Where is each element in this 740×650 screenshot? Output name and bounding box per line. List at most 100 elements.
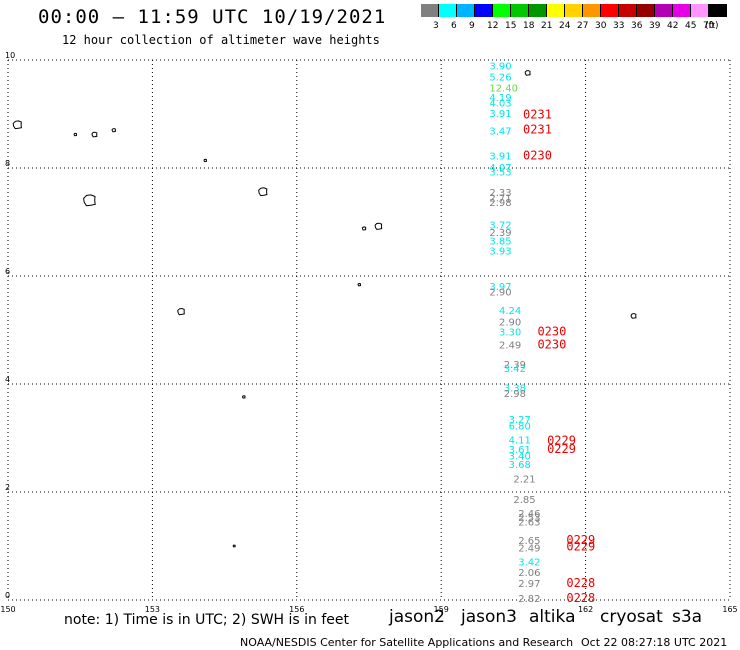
y-tick-label: 10 [5, 51, 15, 60]
wave-height-reading: 2.33 [489, 188, 511, 199]
scale-label: 3 [433, 21, 439, 31]
scale-swatch [547, 4, 565, 17]
generation-timestamp: Oct 22 08:27:18 UTC 2021 [581, 636, 728, 649]
scale-swatch [565, 4, 583, 17]
wave-height-reading: 2.90 [499, 318, 521, 329]
island-outline [241, 395, 246, 399]
scale-swatch [673, 4, 691, 17]
wave-height-reading: 3.38 [504, 384, 526, 395]
wave-height-reading: 3.93 [489, 246, 511, 257]
y-tick-label: 8 [5, 159, 10, 168]
scale-label: 30 [595, 21, 607, 31]
island-outline [111, 128, 116, 133]
wave-height-reading: 2.21 [513, 474, 535, 485]
scale-swatch [475, 4, 493, 17]
wave-height-reading: 3.97 [489, 282, 511, 293]
scale-swatch [637, 4, 655, 17]
y-tick-label: 4 [5, 375, 10, 384]
island-outline [12, 120, 22, 130]
scale-swatch [457, 4, 475, 17]
wave-height-reading: 4.03 [489, 98, 511, 109]
x-tick-label: 156 [289, 605, 304, 614]
wave-height-reading: 3.72 [489, 220, 511, 231]
y-tick-label: 6 [5, 267, 10, 276]
wave-height-reading: 3.91 [489, 151, 511, 162]
wave-height-reading: 2.63 [518, 517, 540, 528]
wave-height-reading: 2.06 [518, 568, 540, 579]
wave-height-reading: 2.39 [489, 228, 511, 239]
wave-height-reading: 3.27 [509, 415, 531, 426]
wave-height-reading: 2.39 [504, 360, 526, 371]
pass-time-label: 0230 [523, 148, 552, 162]
wave-height-reading: 3.91 [489, 109, 511, 120]
scale-label: 70 [703, 21, 715, 31]
wave-height-reading: 4.11 [509, 435, 531, 446]
island-outline [524, 70, 531, 76]
island-outline [177, 307, 185, 316]
scale-label: 12 [487, 21, 499, 31]
wave-height-reading: 4.19 [489, 93, 511, 104]
wave-height-reading: 3.90 [489, 62, 511, 73]
island-outline [258, 187, 268, 197]
wave-height-reading: 3.42 [518, 557, 540, 568]
pass-time-label: 0230 [537, 324, 566, 338]
wave-height-reading: 2.49 [518, 543, 540, 554]
x-tick-label: 165 [722, 605, 737, 614]
x-tick-label: 150 [0, 605, 15, 614]
island-outline [374, 222, 383, 230]
island-outline [361, 226, 367, 231]
y-tick-label: 2 [5, 483, 10, 492]
island-outline [232, 544, 236, 548]
wave-height-reading: 3.53 [489, 168, 511, 179]
scale-swatch [601, 4, 619, 17]
scale-label: 6 [451, 21, 457, 31]
scale-swatch [619, 4, 637, 17]
island-outline [91, 131, 98, 138]
map-title: 00:00 — 11:59 UTC 10/19/2021 [38, 6, 387, 28]
mission-jason2: jason2 [389, 607, 445, 627]
pass-time-label: 0231 [523, 122, 552, 136]
scale-label: 42 [667, 21, 679, 31]
wave-height-reading: 3.30 [499, 327, 521, 338]
wave-height-reading: 2.82 [518, 594, 540, 605]
pass-time-label: 0231 [523, 107, 552, 121]
scale-label: 15 [505, 21, 517, 31]
wave-height-reading: 2.98 [504, 389, 526, 400]
wave-height-reading: 2.71 [489, 193, 511, 204]
scale-swatch [655, 4, 673, 17]
scale-label: 36 [631, 21, 643, 31]
scale-swatch [709, 4, 727, 17]
scale-swatch [691, 4, 709, 17]
mission-cryosat: cryosat [600, 607, 663, 627]
scale-label: 9 [469, 21, 475, 31]
mission-s3a: s3a [672, 607, 703, 627]
wave-height-reading: 4.24 [499, 306, 521, 317]
scale-label: 18 [523, 21, 535, 31]
scale-label: 33 [613, 21, 625, 31]
wave-height-reading: 3.47 [489, 127, 511, 138]
wave-height-reading: 3.42 [504, 364, 526, 375]
wave-height-reading: 6.80 [509, 421, 531, 432]
scale-swatch [529, 4, 547, 17]
wave-height-reading: 5.26 [489, 73, 511, 84]
pass-time-label: 0228 [566, 576, 595, 590]
pass-time-label: 0229 [547, 433, 576, 447]
wave-height-reading: 12.40 [489, 83, 518, 94]
footer-note: note: 1) Time is in UTC; 2) SWH is in fe… [64, 612, 350, 628]
x-tick-label: 162 [578, 605, 593, 614]
island-outline [630, 313, 637, 319]
credit-line: NOAA/NESDIS Center for Satellite Applica… [240, 636, 574, 649]
pass-time-label: 0229 [547, 442, 576, 456]
mission-altika: altika [529, 607, 576, 627]
wave-height-reading: 2.90 [489, 287, 511, 298]
scale-label: 21 [541, 21, 553, 31]
wave-height-reading: 3.68 [509, 460, 531, 471]
scale-swatch [493, 4, 511, 17]
x-tick-label: 159 [434, 605, 449, 614]
scale-swatch [583, 4, 601, 17]
wave-height-reading: 2.49 [499, 340, 521, 351]
wave-height-reading: 3.61 [509, 445, 531, 456]
island-outline [73, 132, 78, 137]
x-tick-label: 153 [145, 605, 160, 614]
